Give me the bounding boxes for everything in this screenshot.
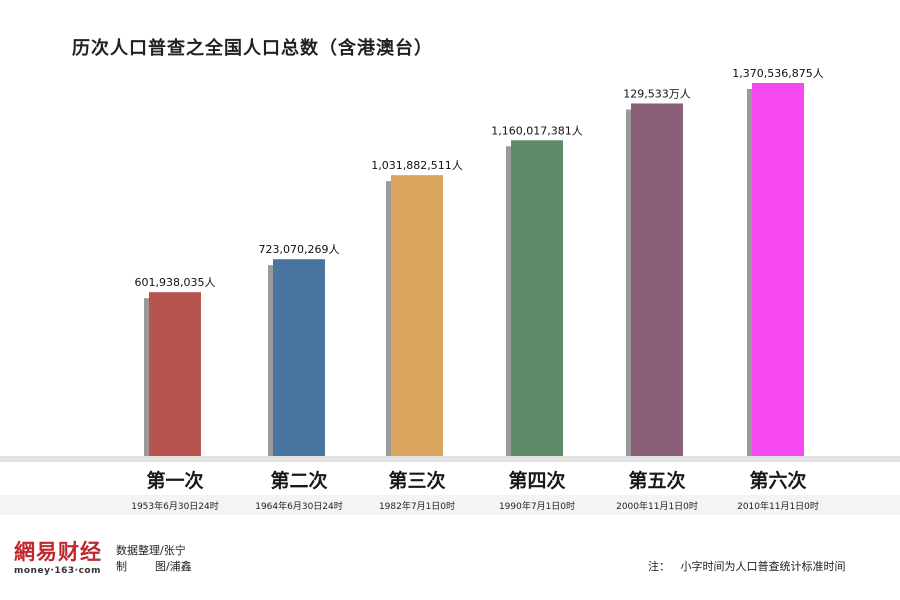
data-label-5: 129,533万人 [623,87,691,100]
date-label-3: 1982年7月1日0时 [378,502,456,512]
bar-4 [511,140,563,456]
date-label-6: 2010年11月1日0时 [737,502,819,512]
data-label-1: 601,938,035人 [135,276,216,289]
credit-graphics: 制 图/浦鑫 [116,560,192,573]
data-label-3: 1,031,882,511人 [371,159,462,172]
category-label-1: 第一次 [146,470,204,492]
chart-title: 历次人口普查之全国人口总数（含港澳台） [72,38,433,59]
category-label-2: 第二次 [270,470,328,492]
date-label-4: 1990年7月1日0时 [498,502,576,512]
date-band [0,495,900,515]
netease-finance-logo: 網易财经 money·163·com [14,536,110,576]
category-label-4: 第四次 [508,470,566,492]
credit-data: 数据整理/张宁 [116,544,186,557]
bar-2 [273,259,325,456]
category-label-3: 第三次 [388,470,446,492]
footnote: 注： 小字时间为人口普查统计标准时间 [648,560,846,573]
data-label-4: 1,160,017,381人 [491,124,582,137]
bar-5 [631,103,683,456]
logo-main-text: 網易财经 [14,539,102,564]
data-label-6: 1,370,536,875人 [732,67,823,80]
category-band [0,456,900,501]
category-label-6: 第六次 [749,470,807,492]
bar-1 [149,292,201,456]
logo-sub-text: money·163·com [14,566,101,576]
category-label-5: 第五次 [628,470,686,492]
date-label-2: 1964年6月30日24时 [255,502,343,512]
date-label-5: 2000年11月1日0时 [616,502,698,512]
date-label-1: 1953年6月30日24时 [131,502,219,512]
bar-3 [391,175,443,456]
bar-6 [752,83,804,456]
data-label-2: 723,070,269人 [259,243,340,256]
